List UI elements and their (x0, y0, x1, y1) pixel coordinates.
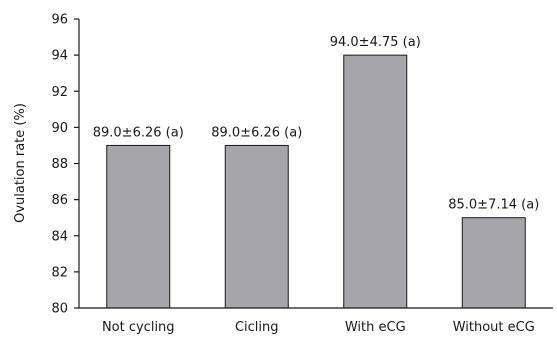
y-tick-label: 90 (51, 121, 68, 136)
bar (106, 144, 171, 309)
y-tick-label: 96 (51, 13, 68, 28)
data-label: 85.0±7.14 (a) (448, 198, 539, 213)
y-axis-title: Ovulation rate (%) (13, 103, 28, 223)
data-label: 94.0±4.75 (a) (330, 35, 421, 50)
bar (343, 54, 408, 309)
x-tick-label: Not cycling (102, 320, 175, 335)
data-label: 89.0±6.26 (a) (93, 125, 184, 140)
x-tick-label: Without eCG (453, 320, 535, 335)
y-axis: 80 82 84 86 88 90 92 94 96 (51, 13, 80, 317)
x-tick-label: With eCG (345, 320, 406, 335)
y-tick-label: 82 (51, 265, 68, 280)
bars-group (106, 54, 526, 309)
y-tick-label: 86 (51, 193, 68, 208)
bar (224, 144, 289, 309)
y-tick-label: 88 (51, 157, 68, 172)
y-tick-label: 94 (51, 49, 68, 64)
data-labels-group: 89.0±6.26 (a) 89.0±6.26 (a) 94.0±4.75 (a) 8… (93, 35, 540, 213)
bar (461, 217, 526, 309)
x-axis: Not cycling Cicling With eCG Without eCG (79, 307, 553, 335)
y-tick-label: 92 (51, 85, 68, 100)
y-tick-label: 80 (51, 302, 68, 317)
y-tick-label: 84 (51, 229, 68, 244)
x-tick-label: Cicling (235, 320, 279, 335)
data-label: 89.0±6.26 (a) (211, 125, 302, 140)
